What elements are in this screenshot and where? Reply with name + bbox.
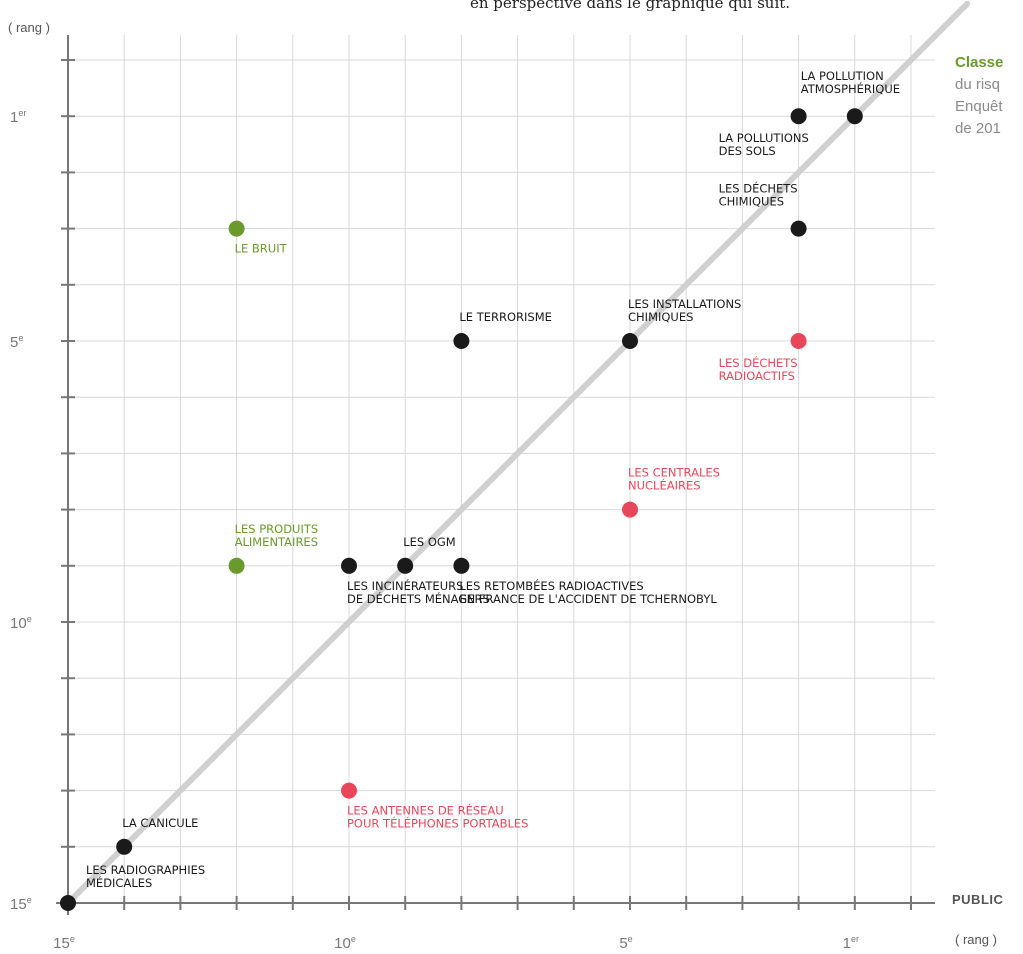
data-points <box>60 108 863 911</box>
x-tick-label: 15e <box>53 934 75 952</box>
data-point <box>341 782 357 799</box>
side-title-line1: Classe <box>955 54 1004 71</box>
header-text: en perspective dans le graphique qui sui… <box>470 0 791 12</box>
y-axis-unit: ( rang ) <box>8 20 50 35</box>
data-label: LE TERRORISME <box>459 310 552 324</box>
side-title-line3: Enquêt <box>955 98 1003 115</box>
data-label: LES INSTALLATIONS CHIMIQUES <box>628 297 741 324</box>
diagonal-line-group <box>65 0 971 906</box>
data-label: LES OGM <box>403 535 456 549</box>
data-labels: LA POLLUTION ATMOSPHÉRIQUE LA POLLUTIONS DE… <box>86 69 900 890</box>
x-tick-label: 1er <box>843 934 859 952</box>
data-point <box>60 895 76 911</box>
tick-labels: 15e 10e 5e 1er 1er 5e 10e 15e <box>10 108 859 952</box>
data-point <box>790 333 807 349</box>
data-label: LES DÉCHETS CHIMIQUES <box>719 181 798 209</box>
data-label: LA POLLUTIONS DES SOLS <box>719 131 809 158</box>
data-label: LES INCINÉRATEURS DE DÉCHETS MÉNAGERS <box>347 578 490 606</box>
x-axis-unit: ( rang ) <box>955 932 997 947</box>
data-point <box>622 501 638 518</box>
y-tick-label: 10e <box>10 614 32 632</box>
data-label: LES PRODUITS ALIMENTAIRES <box>235 522 319 549</box>
x-tick-label: 5e <box>619 934 632 952</box>
data-point <box>397 557 414 574</box>
data-label: LES RETOMBÉES RADIOACTIVES EN FRANCE DE L… <box>459 578 717 606</box>
data-point <box>622 333 638 349</box>
data-label: LE BRUIT <box>235 242 288 256</box>
data-label: LES ANTENNES DE RÉSEAU POUR TÉLÉPHONES PO… <box>347 803 528 831</box>
side-title-line2: du risq <box>955 76 1001 93</box>
data-label: LA POLLUTION ATMOSPHÉRIQUE <box>801 69 900 96</box>
x-tick-label: 10e <box>334 934 356 952</box>
y-tick-label: 15e <box>10 895 32 913</box>
data-point <box>341 557 357 574</box>
data-label: LES DÉCHETS RADIOACTIFS <box>719 355 798 383</box>
data-point <box>116 838 133 855</box>
side-title: Classe du risq Enquêt de 201 <box>955 52 1003 140</box>
x-axis-side-label: PUBLIC <box>952 892 1004 907</box>
data-point <box>228 557 245 574</box>
data-point <box>790 220 807 237</box>
data-point <box>846 108 863 125</box>
data-label: LES RADIOGRAPHIES MÉDICALES <box>86 863 205 890</box>
data-point <box>228 220 245 237</box>
data-point <box>453 333 470 349</box>
side-title-line4: de 201 <box>955 120 1001 137</box>
data-point <box>453 557 470 574</box>
y-tick-label: 1er <box>10 108 26 126</box>
y-tick-label: 5e <box>10 333 23 351</box>
data-label: LA CANICULE <box>122 816 198 830</box>
diagonal-line <box>65 0 971 906</box>
data-point <box>790 108 807 125</box>
data-label: LES CENTRALES NUCLÉAIRES <box>628 466 720 493</box>
axes <box>56 35 935 915</box>
